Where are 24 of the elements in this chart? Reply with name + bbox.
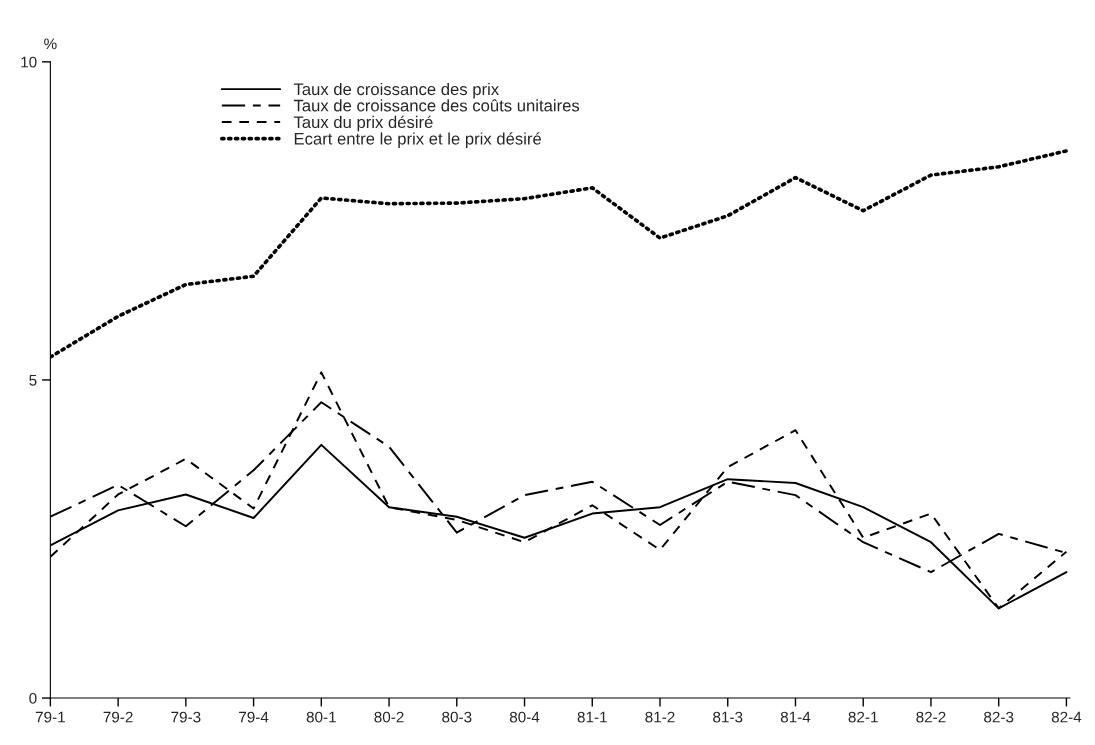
x-tick-label: 80-3	[442, 711, 472, 723]
legend-label: Taux de croissance des coûts unitaires	[293, 99, 580, 112]
y-tick-label: 5	[29, 374, 37, 386]
x-tick-label: 81-1	[577, 711, 607, 723]
y-tick-label: 0	[29, 692, 37, 704]
y-tick-label: 10	[21, 56, 37, 68]
x-tick-label: 79-3	[171, 711, 201, 723]
x-tick-label: 81-4	[780, 711, 811, 723]
x-tick-label: 79-2	[103, 711, 133, 723]
x-tick-label: 80-4	[509, 711, 540, 723]
x-tick-label: 80-2	[374, 711, 404, 723]
x-tick-label: 79-1	[35, 711, 65, 723]
x-tick-label: 81-2	[645, 711, 675, 723]
x-tick-label: 79-4	[239, 711, 269, 723]
legend-label: Taux de croissance des prix	[293, 82, 499, 99]
legend-label: Taux du prix désiré	[293, 115, 433, 132]
x-tick-label: 81-3	[713, 711, 743, 723]
x-tick-label: 82-4	[1051, 711, 1082, 723]
x-tick-label: 82-3	[984, 711, 1014, 723]
x-tick-label: 80-1	[306, 711, 336, 723]
x-tick-label: 82-2	[916, 711, 946, 723]
y-axis-title: %	[44, 38, 57, 50]
x-tick-label: 82-1	[848, 711, 878, 723]
legend-label: Ecart entre le prix et le prix désiré	[294, 132, 541, 148]
